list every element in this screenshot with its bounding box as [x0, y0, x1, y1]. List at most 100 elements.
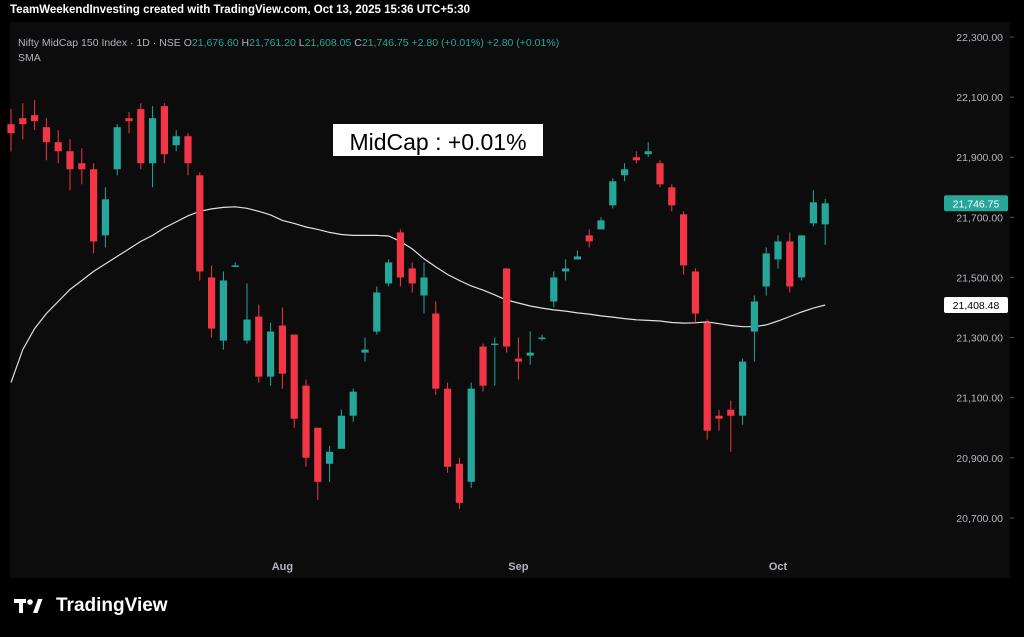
- candle-body: [562, 268, 570, 272]
- last-price-label: 21,746.75: [953, 198, 1000, 210]
- high-label: H: [241, 37, 250, 49]
- candle-body: [125, 118, 133, 122]
- candle-body: [172, 136, 180, 146]
- y-tick-label: 22,300.00: [956, 32, 1003, 44]
- candle-body: [739, 361, 747, 416]
- candle-body: [432, 313, 440, 389]
- y-tick-label: 21,300.00: [956, 333, 1003, 345]
- attribution-text: TeamWeekendInvesting created with Tradin…: [10, 4, 471, 16]
- candle-body: [396, 232, 404, 278]
- candle-body: [255, 316, 263, 377]
- candle-body: [526, 352, 534, 356]
- y-tick-label: 21,500.00: [956, 272, 1003, 284]
- candle-body: [361, 349, 369, 353]
- candle-body: [219, 280, 227, 341]
- candle-body: [349, 391, 357, 416]
- tradingview-brand[interactable]: TradingView: [14, 595, 168, 617]
- candle-body: [231, 265, 239, 267]
- candle-body: [267, 331, 275, 377]
- tradingview-logo-text: TradingView: [56, 595, 168, 616]
- candle-body: [278, 325, 286, 374]
- candle-body: [42, 127, 50, 143]
- open-label: O: [183, 37, 192, 49]
- candle-body: [550, 277, 558, 302]
- close-label: C: [354, 37, 362, 49]
- candle-body: [538, 337, 546, 340]
- open-value: 21,676.60: [191, 37, 239, 49]
- y-tick-label: 22,100.00: [956, 92, 1003, 104]
- candle-body: [609, 181, 617, 206]
- candle-body: [503, 268, 511, 347]
- candle-body: [90, 169, 98, 242]
- annotation-title: MidCap : +0.01%: [349, 129, 526, 155]
- candle-body: [573, 256, 581, 260]
- candle-body: [656, 163, 664, 185]
- high-value: 21,761.20: [249, 37, 296, 49]
- candle-body: [680, 214, 688, 266]
- candle-body: [786, 241, 794, 287]
- tradingview-logo-icon: [14, 599, 43, 613]
- candle-body: [585, 235, 593, 242]
- candle-body: [809, 202, 817, 224]
- candle-body: [444, 388, 452, 467]
- last-price-tag: [944, 195, 1008, 212]
- candle-body: [19, 118, 27, 125]
- y-tick-label: 21,900.00: [956, 152, 1003, 164]
- candle-body: [31, 115, 39, 122]
- candle-body: [514, 358, 522, 362]
- candle-body: [54, 142, 62, 152]
- close-value: 21,746.75: [361, 37, 409, 49]
- candle-body: [184, 136, 192, 164]
- candle-body: [160, 106, 168, 155]
- candle-body: [373, 292, 381, 332]
- candle-body: [597, 220, 605, 230]
- candle-body: [774, 241, 782, 260]
- candle-body: [420, 277, 428, 296]
- candle-body: [66, 151, 74, 170]
- y-tick-label: 20,900.00: [956, 453, 1003, 465]
- candle-body: [479, 346, 487, 386]
- x-tick-label: Oct: [769, 561, 788, 573]
- candle-body: [703, 322, 711, 431]
- candle-body: [408, 268, 416, 284]
- candle-body: [78, 163, 86, 170]
- candle-body: [302, 385, 310, 458]
- candle-body: [7, 124, 15, 134]
- candle-body: [385, 262, 393, 284]
- candle-body: [467, 388, 475, 482]
- candle-body: [196, 175, 204, 272]
- x-tick-label: Aug: [272, 561, 293, 573]
- annotation-box: [333, 124, 543, 156]
- candle-body: [337, 415, 345, 449]
- candle-body: [455, 463, 463, 503]
- symbol-legend: Nifty MidCap 150 Index · 1D · NSE O21,67…: [18, 37, 559, 49]
- sma-price-tag: [944, 296, 1008, 313]
- symbol-name[interactable]: Nifty MidCap 150 Index · 1D · NSE: [18, 37, 181, 49]
- low-label: L: [298, 37, 305, 49]
- candle-body: [314, 427, 322, 482]
- y-tick-label: 20,700.00: [956, 513, 1003, 525]
- candle-body: [208, 277, 216, 329]
- change-value-2: +2.80 (+0.01%): [486, 37, 560, 49]
- candle-body: [691, 271, 699, 314]
- sma-price-label: 21,408.48: [953, 300, 1000, 312]
- candle-body: [750, 301, 758, 332]
- candle-body: [149, 118, 157, 164]
- candle-body: [762, 253, 770, 287]
- candle-body: [137, 109, 145, 164]
- candle-body: [668, 187, 676, 206]
- y-tick-label: 21,700.00: [956, 212, 1003, 224]
- candle-body: [113, 127, 121, 170]
- candle-body: [243, 319, 251, 341]
- candle-body: [290, 334, 298, 419]
- change-value: +2.80 (+0.01%): [411, 37, 484, 49]
- sma-line: [10, 206, 826, 383]
- candle-body: [621, 169, 629, 176]
- candle-body: [821, 203, 829, 225]
- y-tick-label: 21,100.00: [956, 393, 1003, 405]
- candle-body: [727, 409, 735, 416]
- indicator-label-sma[interactable]: SMA: [18, 52, 41, 64]
- candle-body: [798, 235, 806, 278]
